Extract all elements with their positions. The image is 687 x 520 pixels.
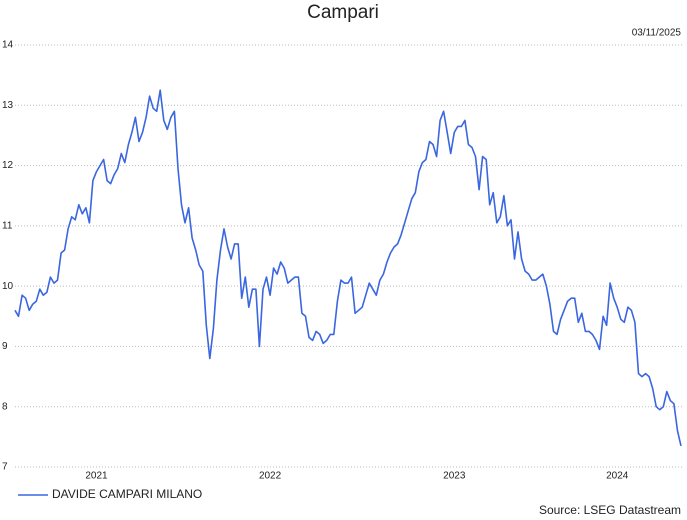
chart-title: Campari <box>307 2 379 23</box>
y-tick-label: 11 <box>2 220 13 231</box>
y-tick-label: 7 <box>2 462 8 473</box>
legend-label: DAVIDE CAMPARI MILANO <box>52 487 202 501</box>
date-label: 03/11/2025 <box>632 28 682 39</box>
series-line <box>14 89 682 447</box>
y-tick-label: 9 <box>2 341 8 352</box>
y-tick-label: 14 <box>2 40 14 51</box>
x-tick-label: 2022 <box>259 471 282 482</box>
source-label: Source: LSEG Datastream <box>539 503 681 517</box>
y-tick-label: 13 <box>2 100 14 111</box>
x-tick-label: 2021 <box>85 471 108 482</box>
y-tick-label: 10 <box>2 281 14 292</box>
y-tick-label: 8 <box>2 401 8 412</box>
x-tick-label: 2024 <box>606 471 629 482</box>
y-tick-label: 12 <box>2 160 14 171</box>
x-tick-label: 2023 <box>443 471 466 482</box>
